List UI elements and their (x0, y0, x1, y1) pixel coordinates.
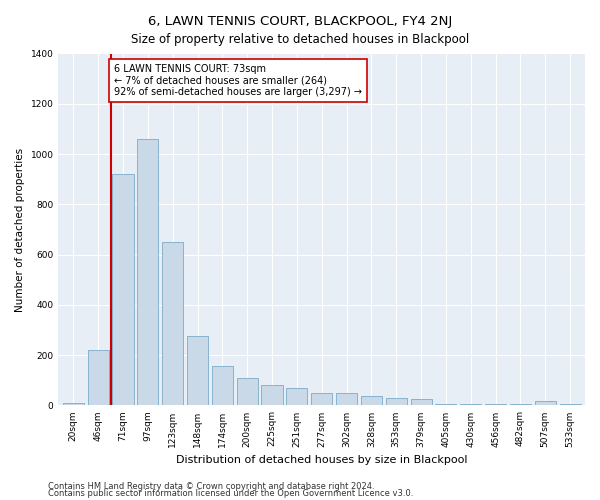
Bar (63, 404, 84, 406)
Bar (187, 336, 208, 406)
Bar (162, 242, 183, 406)
Bar (311, 393, 332, 406)
Text: Size of property relative to detached houses in Blackpool: Size of property relative to detached ho… (131, 32, 469, 46)
Bar (88, 350, 109, 406)
Text: Contains HM Land Registry data © Crown copyright and database right 2024.: Contains HM Land Registry data © Crown c… (48, 482, 374, 491)
X-axis label: Distribution of detached houses by size in Blackpool: Distribution of detached houses by size … (176, 455, 467, 465)
Bar (436, 404, 457, 406)
Bar (560, 404, 581, 406)
Bar (410, 399, 431, 406)
Bar (510, 404, 531, 406)
Bar (386, 398, 407, 406)
Bar (112, 174, 134, 406)
Bar (485, 404, 506, 406)
Text: 6 LAWN TENNIS COURT: 73sqm
← 7% of detached houses are smaller (264)
92% of semi: 6 LAWN TENNIS COURT: 73sqm ← 7% of detac… (115, 64, 362, 97)
Y-axis label: Number of detached properties: Number of detached properties (15, 148, 25, 312)
Bar (262, 386, 283, 406)
Text: Contains public sector information licensed under the Open Government Licence v3: Contains public sector information licen… (48, 489, 413, 498)
Bar (336, 394, 357, 406)
Bar (286, 388, 307, 406)
Bar (236, 378, 258, 406)
Bar (535, 401, 556, 406)
Bar (212, 366, 233, 406)
Bar (361, 396, 382, 406)
Bar (460, 404, 481, 406)
Text: 6, LAWN TENNIS COURT, BLACKPOOL, FY4 2NJ: 6, LAWN TENNIS COURT, BLACKPOOL, FY4 2NJ (148, 15, 452, 28)
Bar (137, 139, 158, 406)
